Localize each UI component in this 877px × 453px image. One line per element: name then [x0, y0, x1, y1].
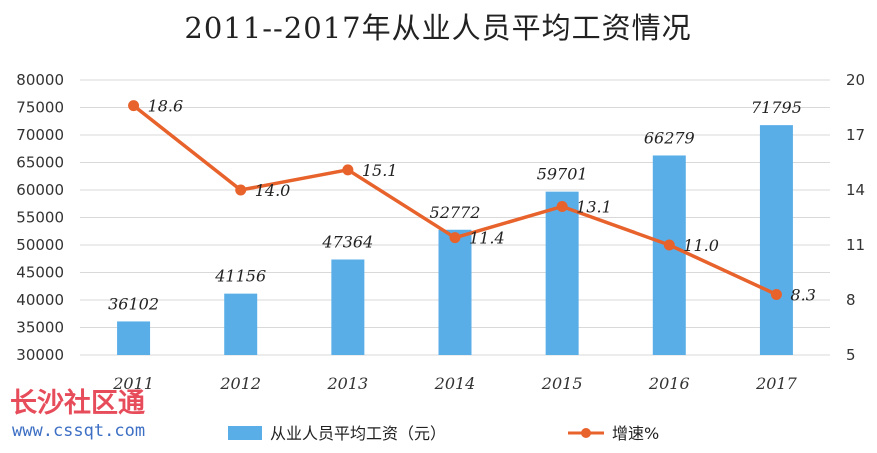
bar-label-2013: 47364 [321, 232, 373, 251]
bar-2012 [224, 293, 258, 355]
left-tick-label: 75000 [16, 99, 64, 117]
x-tick-label: 2015 [541, 374, 583, 393]
right-tick-label: 20 [846, 71, 865, 89]
bar-label-2012: 41156 [214, 267, 266, 286]
x-tick-label: 2011 [112, 374, 154, 393]
bar-series [117, 125, 793, 355]
line-label-2011: 18.6 [148, 97, 184, 116]
line-point-2015 [556, 201, 568, 212]
legend-bar-swatch [228, 426, 262, 440]
left-axis-ticks: 30000 35000 40000 45000 50000 55000 60000 65000… [16, 71, 64, 364]
right-tick-label: 11 [846, 236, 865, 254]
line-point-2011 [128, 100, 140, 112]
left-tick-label: 50000 [16, 236, 64, 254]
line-point-2016 [663, 239, 675, 251]
right-tick-label: 14 [846, 181, 865, 199]
watermark-url: www.cssqt.com [12, 421, 145, 441]
bar-label-2015: 59701 [537, 165, 588, 184]
right-tick-label: 5 [846, 346, 856, 364]
legend-bar-label: 从业人员平均工资（元） [270, 424, 446, 443]
bar-label-2011: 36102 [108, 294, 159, 313]
right-tick-label: 8 [846, 291, 856, 309]
bar-2014 [438, 229, 472, 355]
left-tick-label: 80000 [16, 71, 64, 89]
bar-2011 [117, 321, 151, 355]
left-tick-label: 65000 [16, 154, 64, 172]
right-axis-ticks: 5 8 11 14 17 20 [846, 71, 865, 364]
x-tick-label: 2013 [326, 374, 368, 393]
legend-line-label: 增速% [612, 424, 659, 443]
line-point-2014 [449, 232, 461, 244]
bar-2015 [545, 191, 579, 355]
bar-data-labels: 36102 41156 47364 52772 59701 66279 71795 [108, 98, 802, 313]
x-tick-label: 2017 [755, 374, 798, 393]
left-tick-label: 45000 [16, 264, 64, 282]
bar-label-2017: 71795 [751, 98, 802, 117]
legend: 从业人员平均工资（元） 增速% [228, 424, 659, 443]
watermark-logo-text: 长沙社区通 [10, 387, 145, 419]
x-axis-ticks: 2011 2012 2013 2014 2015 2016 2017 [112, 374, 797, 393]
line-series [128, 100, 782, 300]
line-point-2013 [342, 164, 354, 176]
left-tick-label: 60000 [16, 181, 64, 199]
x-tick-label: 2012 [219, 374, 261, 393]
x-tick-label: 2016 [648, 374, 690, 393]
line-label-2016: 11.0 [683, 236, 719, 255]
line-label-2013: 15.1 [362, 161, 398, 180]
watermark: 长沙社区通 www.cssqt.com [10, 387, 145, 441]
line-point-2017 [770, 289, 782, 300]
line-label-2014: 11.4 [469, 229, 505, 248]
left-tick-label: 30000 [16, 346, 64, 364]
legend-line-marker [581, 428, 591, 438]
bar-2017 [759, 125, 793, 355]
bar-2013 [331, 259, 365, 355]
line-label-2012: 14.0 [255, 181, 291, 200]
chart-title: 2011--2017年从业人员平均工资情况 [184, 11, 691, 45]
x-tick-label: 2014 [434, 374, 476, 393]
left-tick-label: 35000 [16, 319, 64, 337]
bar-2016 [652, 155, 686, 355]
line-point-2012 [235, 184, 247, 196]
left-tick-label: 70000 [16, 126, 64, 144]
line-data-labels: 18.6 14.0 15.1 11.4 13.1 11.0 8.3 [148, 97, 816, 305]
bar-label-2014: 52772 [430, 203, 481, 222]
line-label-2017: 8.3 [790, 286, 815, 305]
left-tick-label: 55000 [16, 209, 64, 227]
line-label-2015: 13.1 [576, 198, 612, 217]
left-tick-label: 40000 [16, 291, 64, 309]
bar-label-2016: 66279 [644, 128, 695, 147]
right-tick-label: 17 [846, 126, 865, 144]
